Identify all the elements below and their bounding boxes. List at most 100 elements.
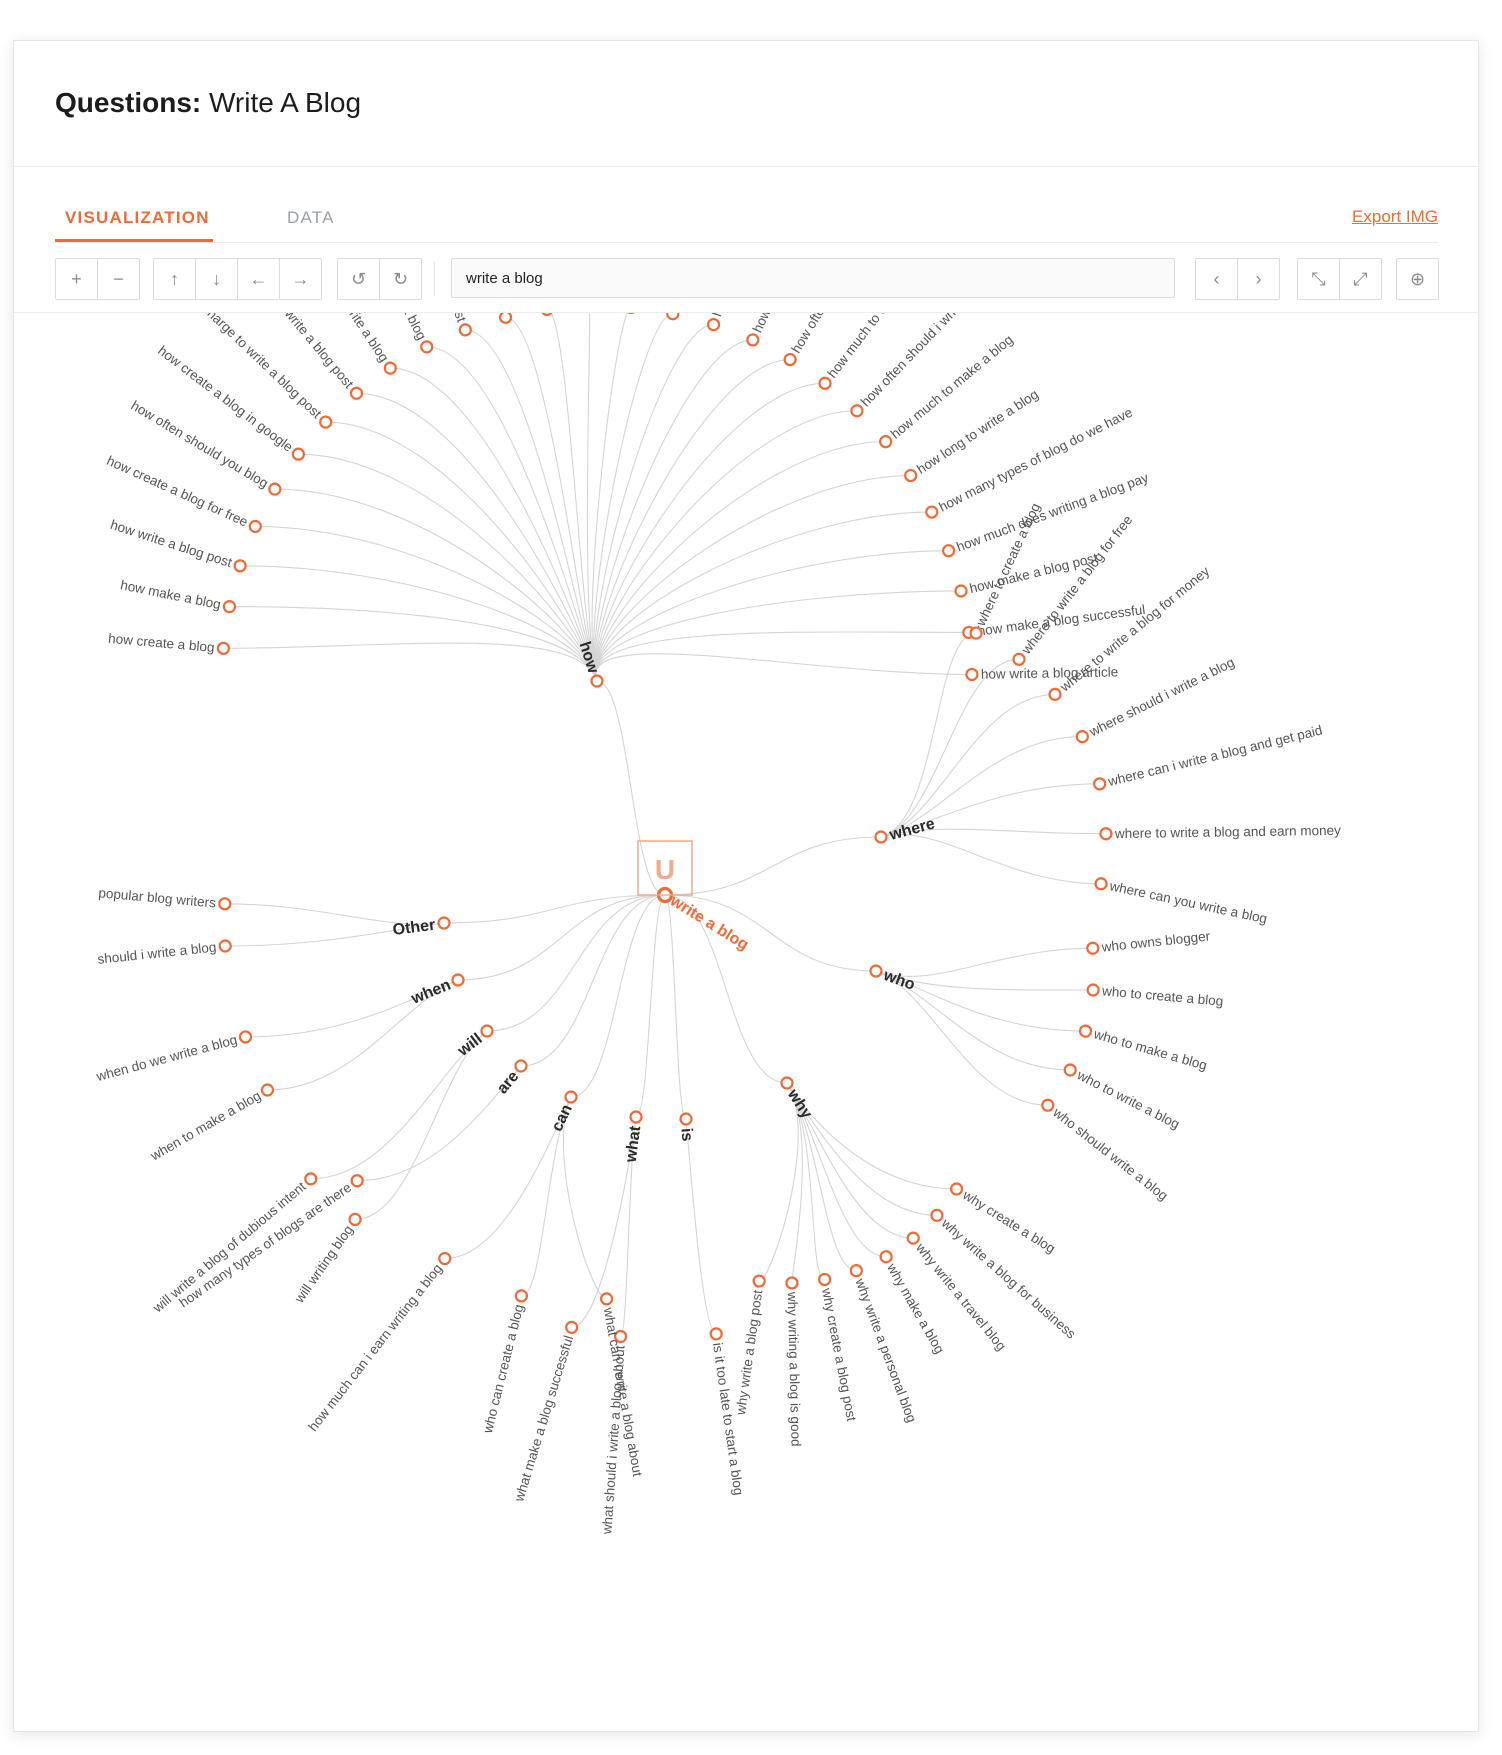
question-label[interactable]: how much can i earn writing a blog <box>305 1261 445 1434</box>
question-label[interactable]: popular blog writers <box>98 885 217 910</box>
leaf-node[interactable] <box>319 415 333 429</box>
expand-icon[interactable]: ⤢ <box>1353 268 1368 289</box>
leaf-node[interactable] <box>565 1320 579 1334</box>
question-label[interactable]: how many pages should a blog have <box>709 105 791 318</box>
zoom-out-button[interactable]: − <box>113 268 124 289</box>
leaf-node[interactable] <box>1094 877 1108 891</box>
leaf-node[interactable] <box>879 435 893 449</box>
leaf-node[interactable] <box>1086 941 1100 955</box>
question-label[interactable]: will writing blog <box>291 1222 356 1306</box>
question-label[interactable]: why write a blog post <box>733 1289 766 1417</box>
leaf-node[interactable] <box>925 505 939 519</box>
question-label[interactable]: where can you write a blog <box>1107 878 1268 926</box>
leaf-node[interactable] <box>238 1030 253 1044</box>
leaf-node[interactable] <box>783 352 797 367</box>
pan-down-button[interactable]: ↓ <box>196 259 238 299</box>
leaf-node[interactable] <box>350 1174 364 1188</box>
category-node-who[interactable] <box>869 964 883 978</box>
leaf-node[interactable] <box>709 1327 723 1341</box>
question-label[interactable]: who to create a blog <box>1100 983 1223 1009</box>
rotate-right-button[interactable]: ↻ <box>392 268 409 289</box>
leaf-node[interactable] <box>383 361 397 375</box>
question-label[interactable]: should i write a blog <box>97 939 217 966</box>
question-label[interactable]: what make a blog successful <box>511 1334 576 1504</box>
collapse-icon[interactable]: ⤡ <box>1298 259 1340 299</box>
leaf-node[interactable] <box>348 1212 362 1227</box>
category-node-is[interactable] <box>679 1112 693 1126</box>
leaf-node[interactable] <box>291 447 305 461</box>
leaf-node[interactable] <box>1041 1098 1055 1112</box>
leaf-node[interactable] <box>1099 827 1113 841</box>
question-label[interactable]: where can i write a blog and get paid <box>1106 722 1324 789</box>
leaf-node[interactable] <box>969 626 983 640</box>
rotate-left-button[interactable]: ↺ <box>338 259 380 299</box>
category-node-are[interactable] <box>514 1059 528 1073</box>
category-label-who[interactable]: who <box>880 967 917 994</box>
question-label[interactable]: how create a blog <box>108 631 215 655</box>
leaf-node[interactable] <box>850 404 864 418</box>
category-node-why[interactable] <box>780 1076 794 1090</box>
leaf-node[interactable] <box>498 310 513 324</box>
export-img-link[interactable]: Export IMG <box>1352 207 1438 226</box>
leaf-node[interactable] <box>1078 1024 1093 1038</box>
leaf-node[interactable] <box>540 302 554 316</box>
leaf-node[interactable] <box>458 323 472 337</box>
question-label[interactable]: where to write a blog and earn money <box>1114 823 1341 841</box>
leaf-node[interactable] <box>746 333 760 347</box>
question-label[interactable]: how make a blog <box>119 577 222 612</box>
next-button[interactable]: › <box>1255 268 1262 289</box>
category-label-can[interactable]: can <box>549 1102 576 1134</box>
prev-button[interactable]: ‹ <box>1196 259 1238 299</box>
leaf-node[interactable] <box>1048 687 1062 701</box>
leaf-node[interactable] <box>216 641 231 655</box>
question-label[interactable]: why write a blog for business <box>938 1215 1079 1342</box>
leaf-node[interactable] <box>706 317 721 332</box>
category-label-when[interactable]: when <box>408 976 453 1008</box>
question-label[interactable]: how write a blog article <box>981 664 1119 681</box>
question-label[interactable]: why create a blog post <box>819 1286 859 1423</box>
category-label-other[interactable]: Other <box>392 917 436 939</box>
tab-data[interactable]: DATA <box>287 208 335 227</box>
leaf-node[interactable] <box>260 1083 275 1097</box>
question-label[interactable]: who can create a blog <box>480 1303 527 1436</box>
leaf-node[interactable] <box>222 599 237 614</box>
leaf-node[interactable] <box>965 667 979 682</box>
question-label[interactable]: who to make a blog <box>1091 1026 1209 1073</box>
pan-left-button[interactable]: ← <box>238 259 280 299</box>
leaf-node[interactable] <box>514 1289 529 1303</box>
tab-visualization[interactable]: VISUALIZATION <box>65 208 210 227</box>
category-label-is[interactable]: is <box>677 1127 695 1142</box>
leaf-node[interactable] <box>248 519 262 534</box>
leaf-node[interactable] <box>666 307 680 321</box>
category-label-why[interactable]: why <box>783 1086 815 1122</box>
leaf-node[interactable] <box>438 1251 452 1266</box>
category-node-where[interactable] <box>874 830 888 844</box>
category-node-how[interactable] <box>590 674 604 688</box>
question-label[interactable]: when do we write a blog <box>94 1032 239 1084</box>
leaf-node[interactable] <box>849 1263 863 1278</box>
leaf-node[interactable] <box>785 1276 799 1290</box>
category-node-what[interactable] <box>629 1110 643 1124</box>
category-label-what[interactable]: what <box>623 1124 645 1164</box>
search-input[interactable] <box>451 258 1175 298</box>
pan-right-button[interactable]: → <box>291 268 310 289</box>
leaf-node[interactable] <box>818 1272 832 1287</box>
leaf-node[interactable] <box>1093 777 1107 791</box>
leaf-node[interactable] <box>930 1208 944 1222</box>
leaf-node[interactable] <box>879 1250 893 1264</box>
leaf-node[interactable] <box>942 544 956 558</box>
leaf-node[interactable] <box>954 584 968 598</box>
leaf-node[interactable] <box>218 939 232 953</box>
leaf-node[interactable] <box>218 897 232 911</box>
leaf-node[interactable] <box>1012 652 1026 666</box>
leaf-node[interactable] <box>233 559 247 573</box>
question-label[interactable]: when to make a blog <box>147 1088 263 1164</box>
question-label[interactable]: who owns blogger <box>1100 928 1211 954</box>
pan-up-button[interactable]: ↑ <box>154 259 196 299</box>
locate-icon[interactable]: ⊕ <box>1409 268 1426 289</box>
leaf-node[interactable] <box>818 376 832 390</box>
leaf-node[interactable] <box>268 482 282 496</box>
leaf-node[interactable] <box>1075 730 1089 744</box>
leaf-node[interactable] <box>950 1182 964 1196</box>
leaf-node[interactable] <box>349 386 364 400</box>
